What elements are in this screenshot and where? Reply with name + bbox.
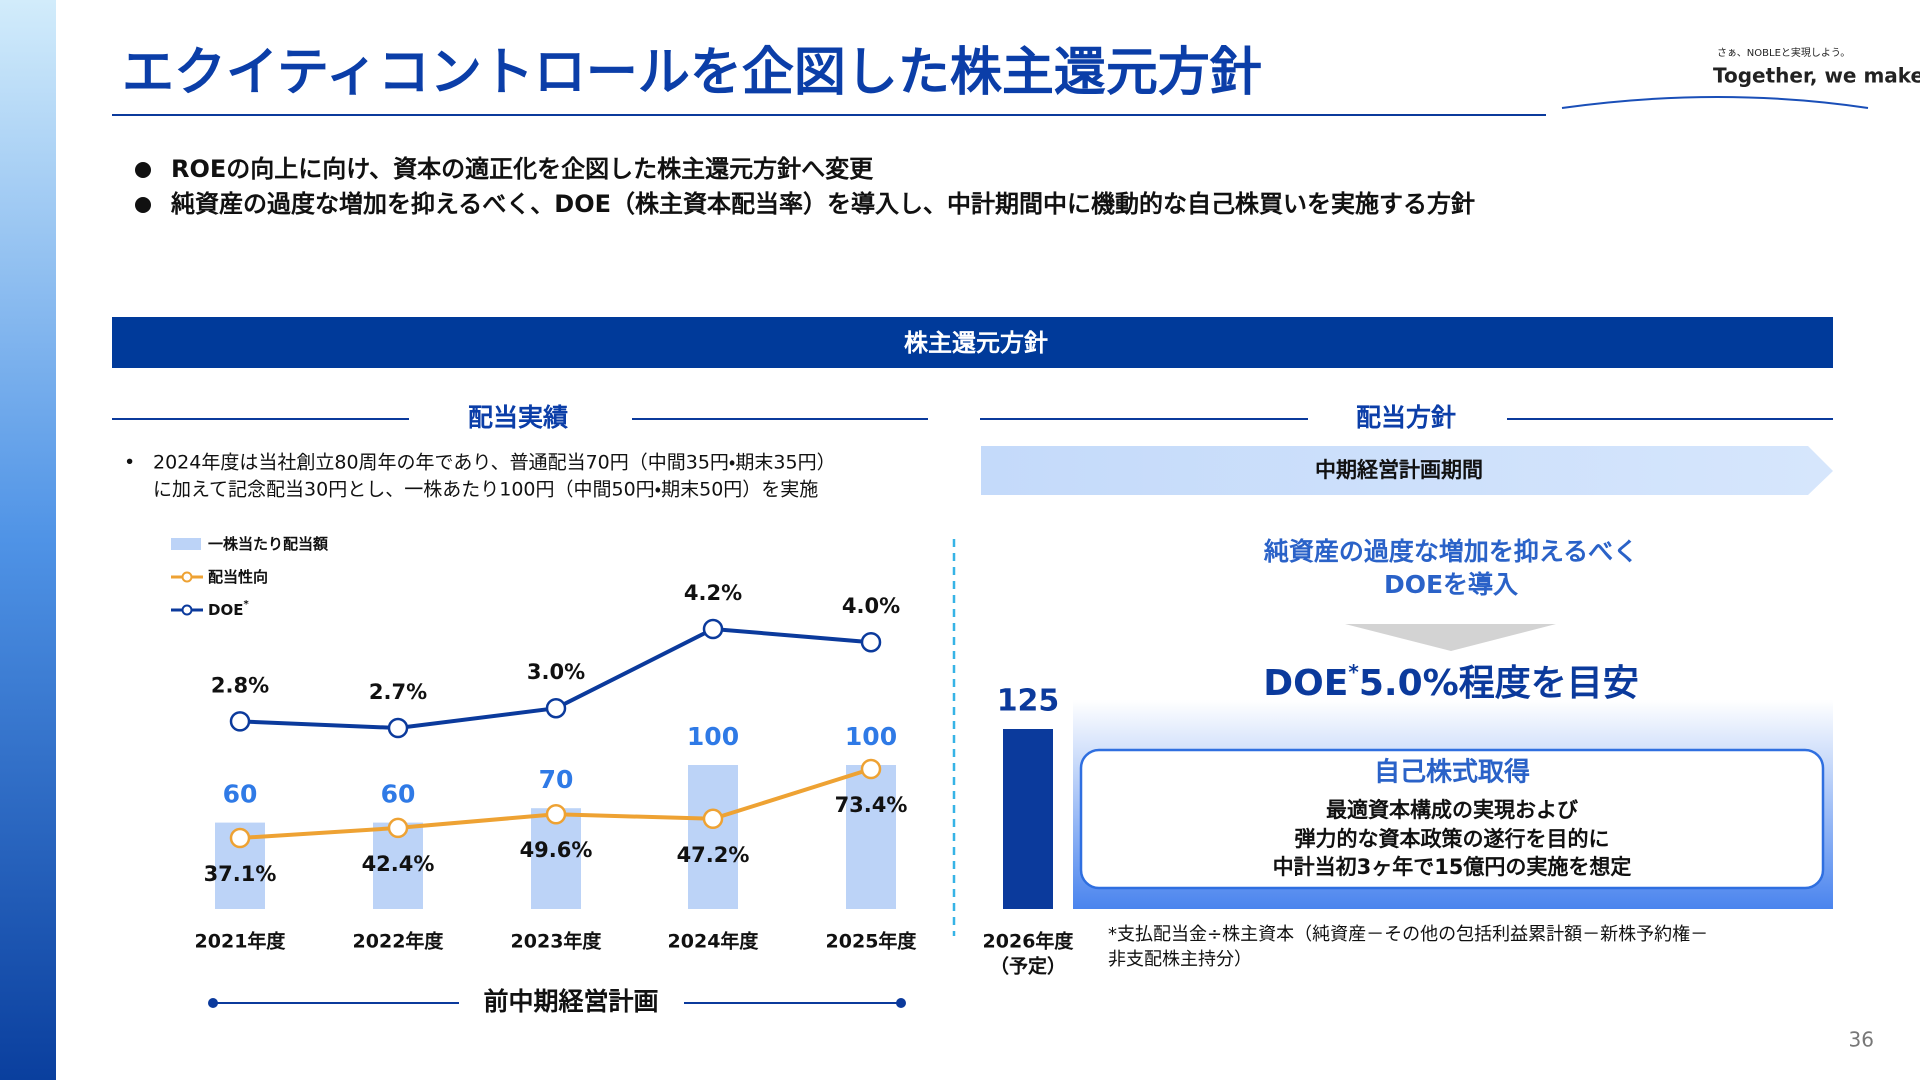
x-tick-label: 2026年度 <box>983 930 1075 953</box>
buyback-title: 自己株式取得 <box>1374 757 1530 788</box>
down-arrow <box>1345 624 1556 651</box>
bullet: 純資産の過度な増加を抑えるべく、DOE（株主資本配当率）を導入し、中計期間中に機… <box>170 190 1475 218</box>
section-banner <box>112 317 1833 368</box>
bullet-dot <box>135 197 151 213</box>
bullet-dot <box>135 162 151 178</box>
target-text: 5.0%程度を目安 <box>1359 663 1639 704</box>
x-tick-label: 2025年度 <box>826 930 918 953</box>
page-number: 36 <box>1849 1028 1874 1052</box>
point-label: 47.2% <box>677 843 750 867</box>
footnote: *支払配当金÷株主資本（純資産－その他の包括利益累計額－新株予約権－ <box>1108 924 1708 945</box>
period-arrow <box>981 446 1833 495</box>
buyback-box <box>1079 748 1825 890</box>
side-bar <box>0 0 56 1080</box>
point <box>387 817 409 839</box>
section-title: 株主還元方針 <box>904 329 1048 357</box>
plan-dot <box>896 998 906 1008</box>
logo-swoosh <box>1561 96 1869 109</box>
legend-swatch <box>171 538 201 550</box>
legend-label: 配当性向 <box>208 568 268 586</box>
logo-text: Together, we make good sense. <box>1713 64 1920 88</box>
note: に加えて記念配当30円とし、一株あたり100円（中間50円・期末50円）を実施 <box>153 479 818 501</box>
bar <box>531 808 581 909</box>
point-label: 2.8% <box>211 673 269 697</box>
target: DOE*5.0%程度を目安 <box>1263 660 1638 705</box>
legend-mark: * <box>243 599 249 610</box>
bar-label: 60 <box>381 780 416 809</box>
x-tick-label: 2022年度 <box>353 930 445 953</box>
plan-dot <box>208 998 218 1008</box>
point-label: 4.2% <box>684 581 742 605</box>
target-mark: * <box>1348 660 1359 684</box>
x-tick-label: 2023年度 <box>511 930 603 953</box>
right-heading: 配当方針 <box>1356 403 1456 432</box>
bar-label: 100 <box>687 722 739 751</box>
point-label: 3.0% <box>527 660 585 684</box>
intro: 純資産の過度な増加を抑えるべく <box>1263 537 1638 566</box>
legend-swatch <box>181 571 193 583</box>
x-tick-note: （予定） <box>990 955 1066 978</box>
buyback-line: 最適資本構成の実現および <box>1326 798 1578 822</box>
point <box>860 758 882 780</box>
bar-label: 60 <box>223 780 258 809</box>
point-label: 49.6% <box>520 838 593 862</box>
point-label: 2.7% <box>369 680 427 704</box>
period: 中期経営計画期間 <box>1315 458 1483 482</box>
bar <box>688 765 738 909</box>
logo-tagline: さぁ、NOBLEと実現しよう。 <box>1717 46 1850 59</box>
point <box>545 803 567 825</box>
bullet: ROEの向上に向け、資本の適正化を企図した株主還元方針へ変更 <box>171 155 874 183</box>
bar <box>846 765 896 909</box>
point <box>229 711 251 732</box>
point <box>702 808 724 830</box>
legend-name: DOE <box>208 601 243 619</box>
title: エクイティコントロールを企図した株主還元方針 <box>122 43 1262 103</box>
point-label: 42.4% <box>362 852 435 876</box>
point-label: 37.1% <box>204 862 277 886</box>
point-label: 4.0% <box>842 594 900 618</box>
note-bullet: • <box>124 452 135 474</box>
buyback-line: 弾力的な資本政策の遂行を目的に <box>1295 827 1610 851</box>
bar-label: 100 <box>845 722 897 751</box>
bar-label: 125 <box>997 684 1060 719</box>
point <box>702 618 724 640</box>
target-prefix: DOE <box>1263 663 1348 704</box>
plan-label: 前中期経営計画 <box>483 987 658 1016</box>
left-heading: 配当実績 <box>468 403 568 432</box>
buyback-line: 中計当初3ヶ年で15億円の実施を想定 <box>1273 855 1632 879</box>
intro: DOEを導入 <box>1384 570 1518 599</box>
chart: 2021年度 2022年度 2023年度 2024年度 2025年度 2026年度（予定）… <box>171 535 1074 978</box>
point <box>229 827 251 849</box>
legend-label: DOE* <box>208 599 249 619</box>
x-tick-label: 2021年度 <box>195 930 287 953</box>
point <box>387 717 409 739</box>
bar-label: 70 <box>539 765 574 794</box>
legend-name: 配当性向 <box>208 568 268 586</box>
legend-label: 一株当たり配当額 <box>208 535 329 553</box>
note: 2024年度は当社創立80周年の年であり、普通配当70円（中間35円・期末35円… <box>153 452 836 474</box>
point-label: 73.4% <box>835 793 908 817</box>
footnote: 非支配株主持分） <box>1108 949 1252 970</box>
point <box>545 697 567 719</box>
point <box>860 631 882 653</box>
legend-swatch <box>181 604 193 616</box>
x-tick-label: 2024年度 <box>668 930 760 953</box>
bar <box>1003 729 1053 909</box>
legend-name: 一株当たり配当額 <box>208 535 329 553</box>
